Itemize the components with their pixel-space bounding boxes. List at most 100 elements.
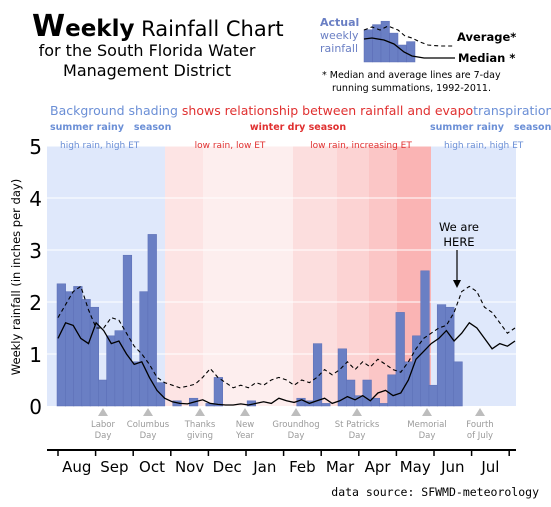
month-label: Jan <box>252 458 276 476</box>
legend-average-line <box>363 25 453 47</box>
holiday-label: Labor <box>91 420 116 430</box>
season-summer-right: summer rainy season <box>430 122 551 133</box>
shading-caption-2: shows relationship between rainfall and … <box>182 103 473 118</box>
month-label: Jul <box>480 458 499 476</box>
y-tick-label: 1 <box>29 343 42 367</box>
season-high-right: high rain, high ET <box>444 141 524 151</box>
rainfall-bar <box>147 234 157 407</box>
month-label: Mar <box>326 458 355 476</box>
holiday-marker-icon <box>98 408 108 416</box>
shading-caption-1: Background shading <box>50 103 182 118</box>
month-label: Feb <box>289 458 316 476</box>
holiday-label: Year <box>235 431 255 441</box>
holiday-marker-icon <box>195 408 205 416</box>
rainfall-bar <box>312 343 323 407</box>
month-label: Sep <box>100 458 128 476</box>
month-label: Nov <box>175 458 204 476</box>
rainfall-bar <box>436 304 447 407</box>
holiday-label: New <box>236 420 255 430</box>
y-axis-label: Weekly rainfall (in inches per day) <box>9 179 23 375</box>
title-line-2: for the South Florida Water <box>39 41 256 60</box>
rainfall-bar <box>337 348 347 407</box>
rainfall-bar <box>445 306 455 407</box>
holiday-label: Columbus <box>127 420 170 430</box>
rainfall-bar <box>412 335 422 407</box>
holiday-label: Memorial <box>407 420 446 430</box>
holiday-label: Thanks <box>184 420 216 430</box>
holiday-markers: LaborDayColumbusDayThanksgivingNewYearGr… <box>91 408 494 441</box>
winter-shading-band <box>203 146 293 406</box>
rainfall-bar <box>379 403 389 407</box>
weekly-rainfall-bars <box>56 234 463 407</box>
month-label: Dec <box>213 458 242 476</box>
holiday-label: St Patricks <box>335 420 380 430</box>
rainfall-bar <box>131 361 141 407</box>
rainfall-bar <box>370 397 380 407</box>
y-tick-label: 3 <box>29 239 42 263</box>
annotation-line-1: We are <box>439 220 479 234</box>
rainfall-bar <box>387 374 397 407</box>
rainfall-bar <box>89 306 99 407</box>
rainfall-bar <box>65 291 75 407</box>
holiday-label: Day <box>349 431 366 441</box>
rainfall-bar <box>139 291 149 407</box>
title-first-letter: W <box>32 9 65 44</box>
holiday-marker-icon <box>352 408 362 416</box>
holiday-label: of July <box>467 431 493 441</box>
y-tick-label: 5 <box>29 135 42 159</box>
holiday-marker-icon <box>422 408 432 416</box>
holiday-label: Groundhog <box>272 420 319 430</box>
title-suffix: Rainfall Chart <box>134 17 283 41</box>
month-label: Aug <box>62 458 91 476</box>
rainfall-bar <box>346 379 356 407</box>
rainfall-bar <box>98 379 108 407</box>
season-summer-left: summer rainy season <box>50 122 172 133</box>
holiday-label: Fourth <box>466 420 493 430</box>
legend-note-1: * Median and average lines are 7-day <box>322 70 501 81</box>
legend-median-line <box>363 37 455 59</box>
holiday-label: giving <box>187 431 213 441</box>
winter-shading-band <box>165 146 203 406</box>
title-rest-word: eekly <box>65 16 134 42</box>
annotation-line-2: HERE <box>443 235 474 249</box>
legend-weekly: weekly <box>320 29 359 42</box>
median-line <box>57 321 516 406</box>
month-label: Apr <box>365 458 392 476</box>
title-line-3: Management District <box>63 61 231 80</box>
month-label: Jun <box>440 458 464 476</box>
month-ticks: Aug Sep Oct Nov Dec Jan Feb Mar Apr May Jun Jul <box>57 450 510 476</box>
y-tick-label: 2 <box>29 291 42 315</box>
rainfall-bar <box>395 312 405 407</box>
annotation-arrow-head <box>453 280 461 288</box>
season-low-low: low rain, low ET <box>195 141 266 151</box>
season-high-left: high rain, high ET <box>60 141 140 151</box>
winter-shading-band <box>369 146 397 406</box>
rainfall-bar <box>453 361 463 407</box>
holiday-label: Day <box>95 431 112 441</box>
rainfall-bar <box>56 283 66 407</box>
holiday-marker-icon <box>143 408 153 416</box>
month-label: May <box>400 458 431 476</box>
shading-caption-3: transpiration (ET) <box>473 103 551 118</box>
legend-sample-bar <box>406 41 416 63</box>
legend-average-label: Average* <box>457 30 516 44</box>
y-tick-label: 0 <box>29 395 42 419</box>
month-label: Oct <box>139 458 165 476</box>
page-title: Weekly Rainfall Chart <box>32 9 284 44</box>
holiday-marker-icon <box>240 408 250 416</box>
legend-actual: Actual <box>320 16 359 29</box>
holiday-label: Day <box>140 431 157 441</box>
rainfall-bar <box>106 335 116 407</box>
legend-sample-bar <box>363 29 373 63</box>
season-low-increasing: low rain, increasing ET <box>310 141 412 151</box>
holiday-label: Day <box>288 431 305 441</box>
rainfall-bar <box>122 254 133 407</box>
legend-note-2: running summations, 1992-2011. <box>332 83 491 94</box>
holiday-marker-icon <box>475 408 485 416</box>
rainfall-bar <box>81 299 91 407</box>
legend: Actual weekly rainfall Average* Median *… <box>320 16 516 94</box>
rainfall-bar <box>321 403 331 407</box>
average-line <box>57 285 516 389</box>
rainfall-bar <box>73 286 83 407</box>
holiday-marker-icon <box>291 408 301 416</box>
